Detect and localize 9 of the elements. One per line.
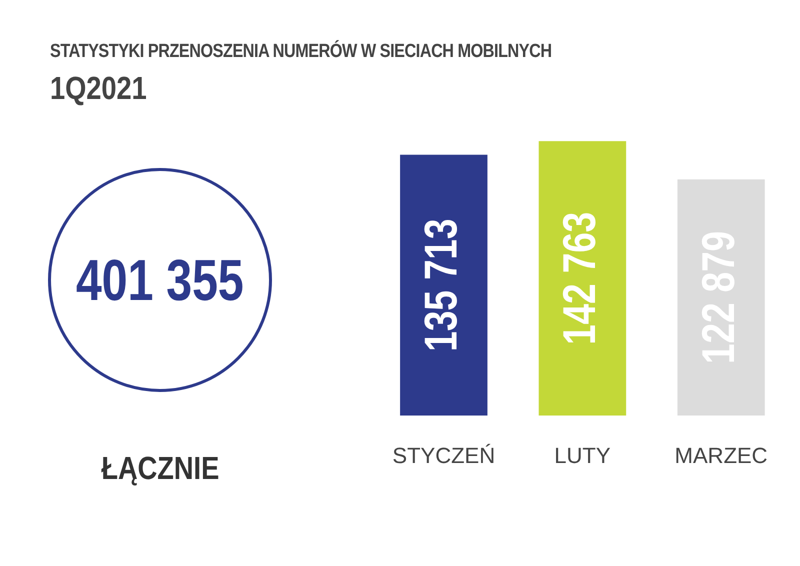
x-tick-label: MARZEC bbox=[674, 442, 768, 468]
data-label: 142 763 bbox=[553, 212, 606, 345]
data-label: 135 713 bbox=[414, 218, 466, 352]
x-tick-label: LUTY bbox=[554, 442, 611, 468]
text: 401 355 bbox=[76, 246, 244, 314]
text: ŁĄCZNIE bbox=[101, 450, 219, 487]
text: 1Q2021 bbox=[50, 70, 147, 107]
text: STATYSTYKI PRZENOSZENIA NUMERÓW W SIECIACH MOBILNYCH bbox=[50, 41, 553, 63]
x-tick-label: STYCZEŃ bbox=[392, 442, 496, 468]
